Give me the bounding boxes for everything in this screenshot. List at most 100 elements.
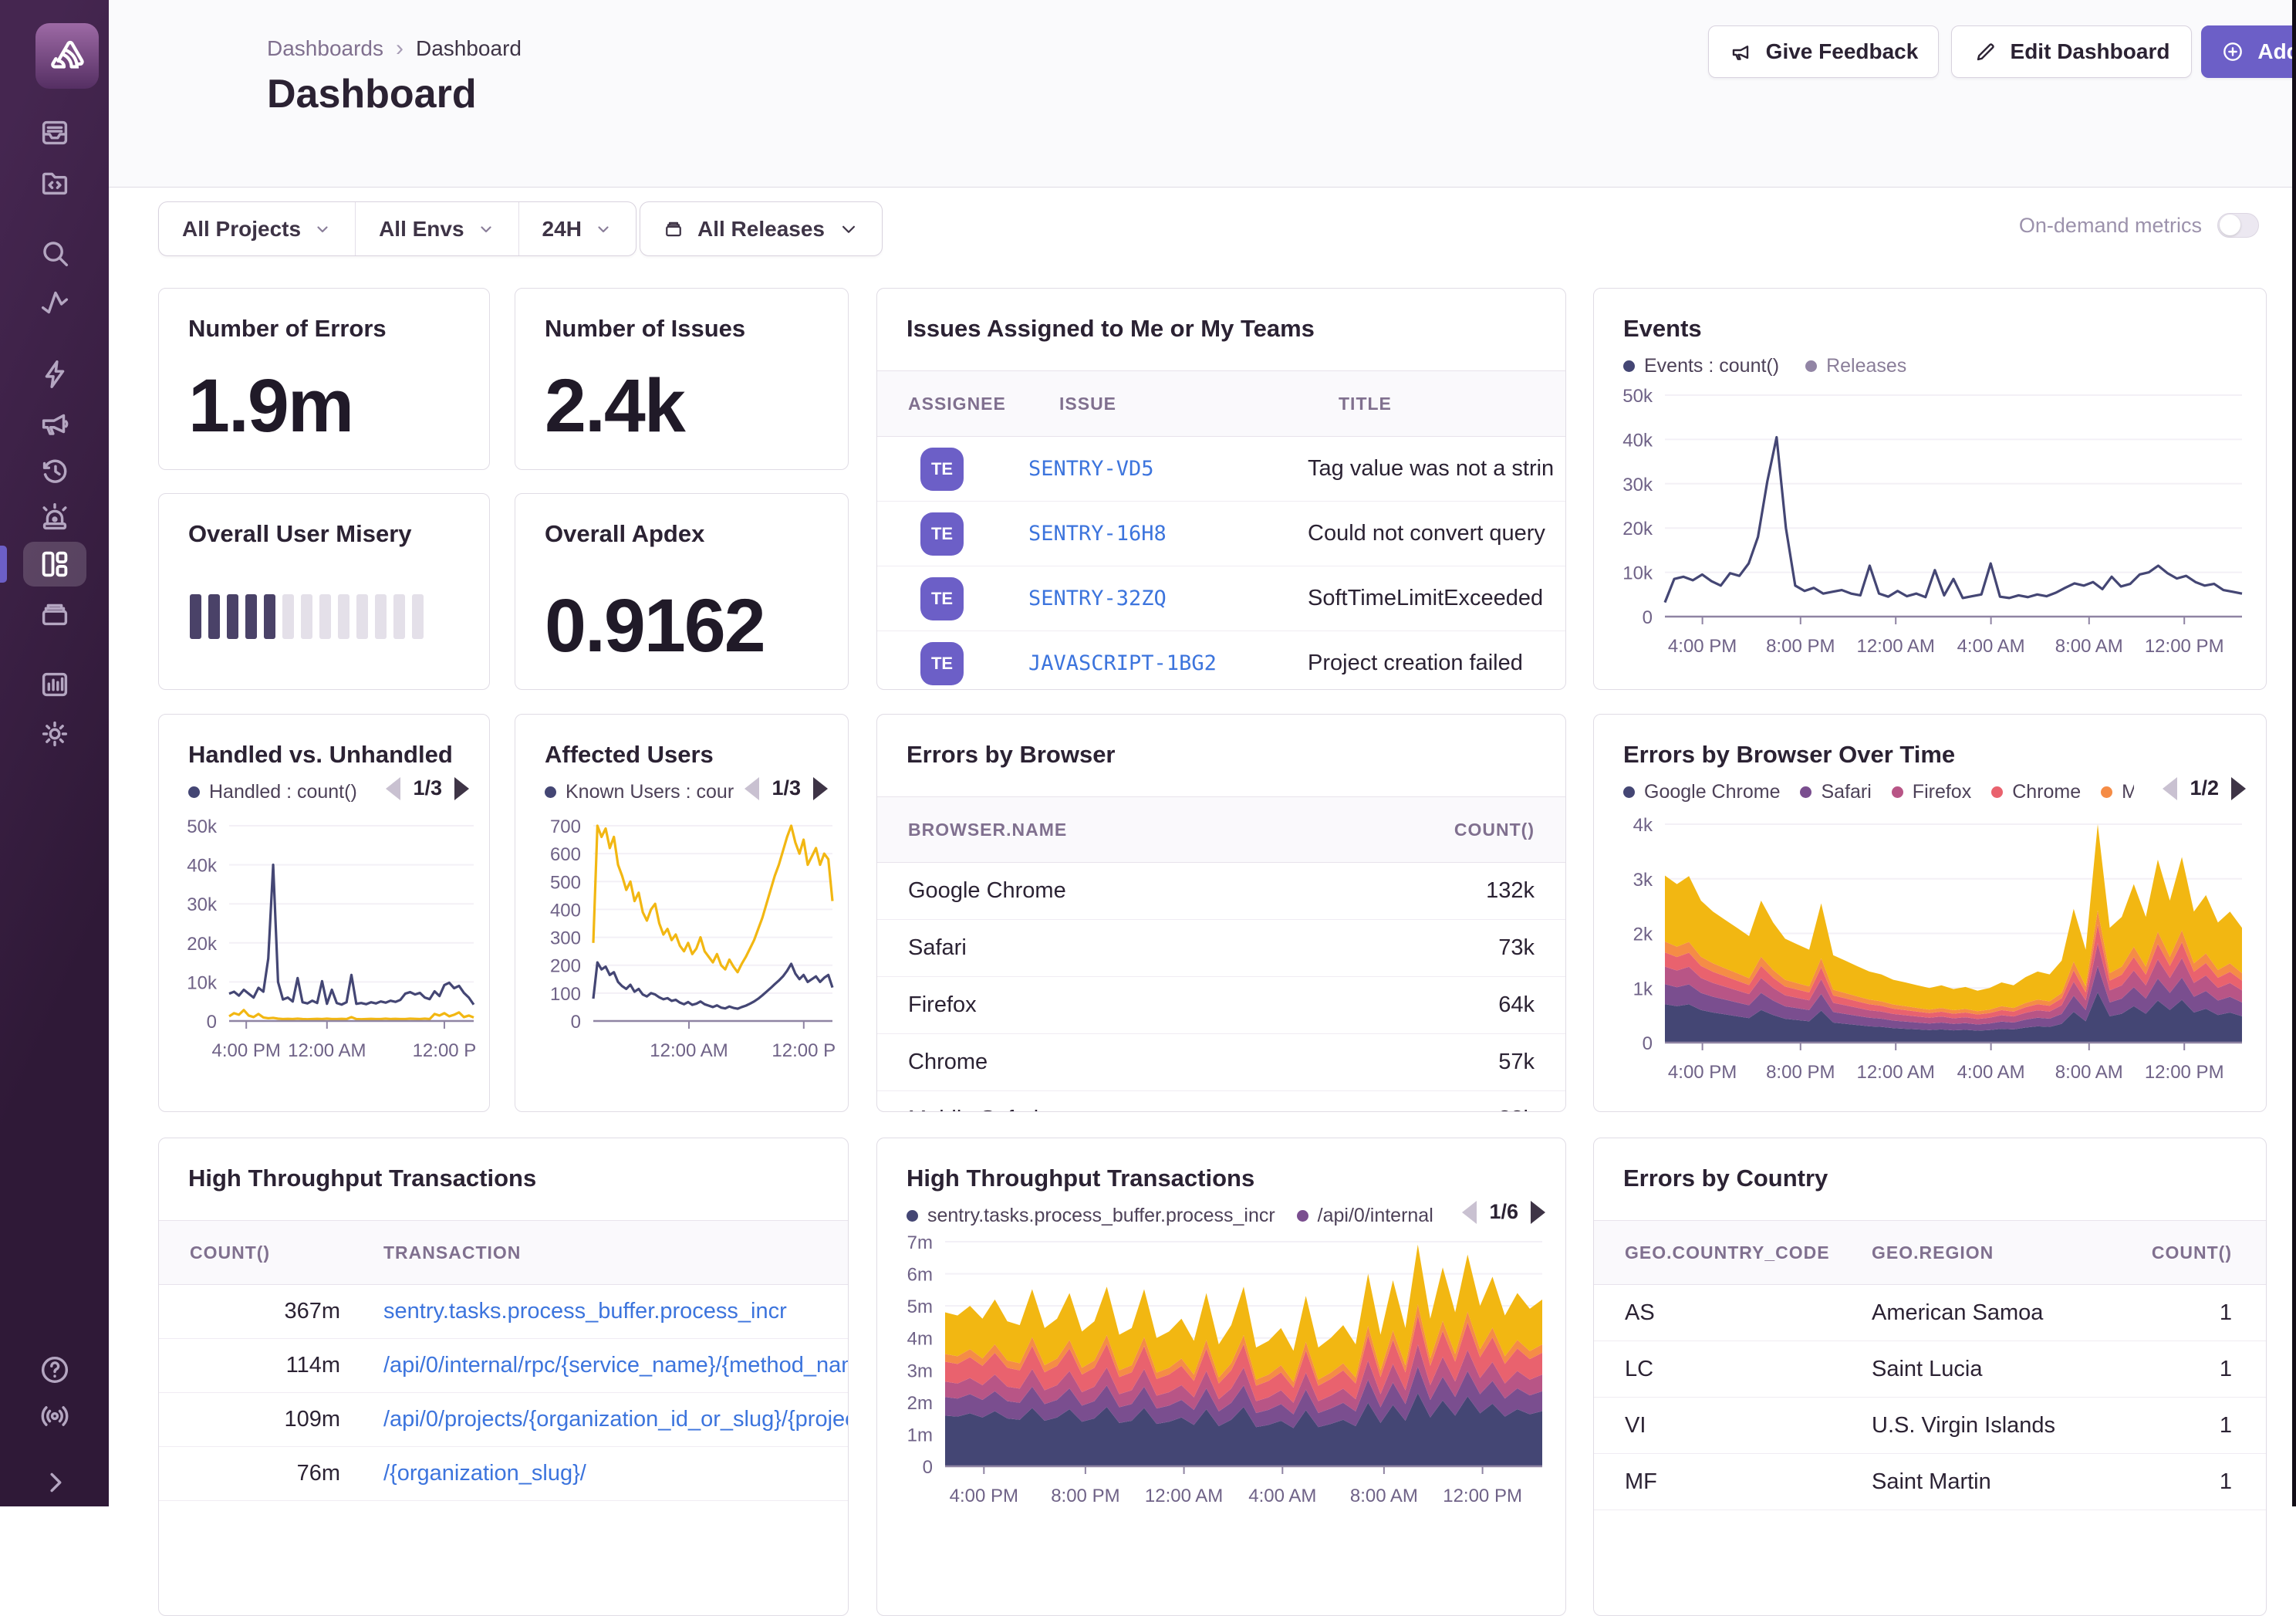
sidebar-item-projects[interactable] [36, 164, 73, 201]
pager-next-button[interactable] [1531, 1200, 1545, 1224]
svg-text:12:00 AM: 12:00 AM [1145, 1486, 1223, 1506]
issues-table: ASSIGNEE ISSUE TITLE TE SENTRY-VD5 Tag v… [877, 370, 1565, 689]
sidebar-item-whats-new[interactable] [36, 1398, 73, 1435]
pager-next-button[interactable] [813, 776, 828, 800]
breadcrumb-dashboards[interactable]: Dashboards [267, 36, 383, 60]
breadcrumb-current: Dashboard [415, 36, 522, 60]
sidebar-item-issues[interactable] [36, 114, 73, 151]
sidebar-item-feedback[interactable] [36, 404, 73, 441]
table-row[interactable]: Mobile Safari 33k [877, 1091, 1565, 1111]
pager-prev-button[interactable] [386, 776, 401, 800]
sidebar-collapse-button[interactable] [36, 1464, 73, 1501]
widget-high-throughput-chart[interactable]: High Throughput Transactions sentry.task… [876, 1138, 1566, 1616]
transaction-link[interactable]: sentry.tasks.process_buffer.process_incr [383, 1299, 787, 1324]
edit-dashboard-button[interactable]: Edit Dashboard [1951, 25, 2192, 78]
sidebar-item-settings[interactable] [36, 715, 73, 752]
chart-legend: Known Users : cour [515, 781, 739, 803]
issue-link[interactable]: SENTRY-32ZQ [1028, 587, 1167, 610]
widget-number-of-issues[interactable]: Number of Issues 2.4k [515, 288, 849, 470]
sidebar-item-search[interactable] [36, 235, 73, 272]
date-range-filter[interactable]: 24H [518, 202, 636, 255]
svg-text:2k: 2k [1633, 925, 1653, 945]
widget-errors-by-country[interactable]: Errors by Country GEO.COUNTRY_CODE GEO.R… [1593, 1138, 2267, 1616]
table-row[interactable]: VI U.S. Virgin Islands 1 [1594, 1398, 2266, 1454]
throughput-stacked-chart[interactable]: 0 1m 2m 3m 4m 5m 6m 7m 4:00 PM 8:00 PM 12:00 AM 4:0… [885, 1231, 1558, 1528]
widget-number-of-errors[interactable]: Number of Errors 1.9m [158, 288, 490, 470]
ondemand-metrics-toggle[interactable] [2217, 213, 2259, 238]
widget-handled-vs-unhandled[interactable]: Handled vs. Unhandled Handled : count() … [158, 714, 490, 1112]
table-row[interactable]: LC Saint Lucia 1 [1594, 1341, 2266, 1398]
svg-text:12:00 PM: 12:00 PM [2145, 1062, 2224, 1083]
issue-link[interactable]: SENTRY-16H8 [1028, 522, 1167, 546]
pager-next-button[interactable] [2231, 776, 2246, 800]
scrollbar-strip[interactable] [2292, 0, 2296, 1506]
table-row[interactable]: AS American Samoa 1 [1594, 1285, 2266, 1341]
errors-over-time-stacked-chart[interactable]: 0 1k 2k 3k 4k 4:00 PM 8:00 PM 12:00 AM 4:00 AM 8:… [1603, 813, 2259, 1103]
table-row[interactable]: 76m /{organization_slug}/ [159, 1447, 848, 1501]
issue-link[interactable]: SENTRY-VD5 [1028, 457, 1154, 481]
pager-prev-button[interactable] [745, 776, 760, 800]
affected-users-line-chart[interactable]: 0 100 200 300 400 500 600 700 12:00 AM 12:00 P [520, 815, 845, 1081]
country-count: 1 [2219, 1412, 2232, 1438]
table-row[interactable]: MF Saint Martin 1 [1594, 1454, 2266, 1510]
table-row[interactable]: Firefox 64k [877, 977, 1565, 1034]
pager-label: 1/6 [1489, 1200, 1518, 1223]
table-row[interactable]: Chrome 57k [877, 1034, 1565, 1091]
pager-next-button[interactable] [454, 776, 469, 800]
table-row[interactable]: TE JAVASCRIPT-1BG2 Project creation fail… [877, 631, 1565, 689]
project-filter[interactable]: All Projects [159, 202, 355, 255]
transaction-link[interactable]: /api/0/projects/{organization_id_or_slug… [383, 1407, 848, 1432]
widget-errors-by-browser-over-time[interactable]: Errors by Browser Over Time Google Chrom… [1593, 714, 2267, 1112]
svg-text:0: 0 [571, 1012, 581, 1033]
sidebar-item-quickstart[interactable] [36, 356, 73, 393]
widget-events-chart[interactable]: Events Events : count() Releases 0 10k 20k 3… [1593, 288, 2267, 690]
sidebar-item-alerts[interactable] [36, 499, 73, 536]
release-filter[interactable]: All Releases [640, 201, 883, 256]
events-line-chart[interactable]: 0 10k 20k 30k 40k 50k 4:00 PM 8:00 PM 12:00 AM 4:… [1603, 381, 2259, 678]
gear-icon [42, 721, 68, 747]
sidebar-item-stats[interactable] [36, 666, 73, 703]
pager-label: 1/2 [2190, 776, 2219, 800]
column-header-browser: BROWSER.NAME [908, 819, 1068, 840]
chart-legend: Events : count() Releases [1594, 355, 2266, 377]
add-widget-button[interactable]: Add Widget [2201, 25, 2296, 78]
svg-text:600: 600 [550, 844, 581, 865]
table-row[interactable]: 367m sentry.tasks.process_buffer.process… [159, 1285, 848, 1339]
widget-issues-assigned[interactable]: Issues Assigned to Me or My Teams ASSIGN… [876, 288, 1566, 690]
widget-overall-user-misery[interactable]: Overall User Misery [158, 493, 490, 690]
browser-count: 64k [1498, 992, 1535, 1017]
table-row[interactable]: 109m /api/0/projects/{organization_id_or… [159, 1393, 848, 1447]
sidebar-item-releases[interactable] [36, 596, 73, 633]
widget-errors-by-browser[interactable]: Errors by Browser BROWSER.NAME COUNT() G… [876, 714, 1566, 1112]
svg-text:12:00 AM: 12:00 AM [1856, 1062, 1934, 1083]
sidebar-item-dashboards[interactable] [23, 542, 86, 587]
svg-text:20k: 20k [187, 934, 218, 955]
give-feedback-button[interactable]: Give Feedback [1708, 25, 1939, 78]
sidebar-item-help[interactable] [36, 1351, 73, 1388]
release-filter-label: All Releases [697, 216, 825, 241]
handled-line-chart[interactable]: 0 10k 20k 30k 40k 50k 4:00 PM 12:00 AM 12:00 P [164, 815, 486, 1081]
issue-link[interactable]: JAVASCRIPT-1BG2 [1028, 651, 1217, 675]
toggle-knob [2220, 215, 2240, 235]
table-row[interactable]: Safari 73k [877, 920, 1565, 977]
transaction-link[interactable]: /{organization_slug}/ [383, 1461, 586, 1486]
transaction-link[interactable]: /api/0/internal/rpc/{service_name}/{meth… [383, 1353, 848, 1378]
assignee-avatar: TE [920, 576, 964, 620]
table-row[interactable]: Google Chrome 132k [877, 863, 1565, 920]
pager-prev-button[interactable] [2163, 776, 2178, 800]
widget-overall-apdex[interactable]: Overall Apdex 0.9162 [515, 493, 849, 690]
table-row[interactable]: TE SENTRY-32ZQ SoftTimeLimitExceeded [877, 566, 1565, 631]
widget-affected-users[interactable]: Affected Users Known Users : cour 1/3 0 1… [515, 714, 849, 1112]
widget-high-throughput-table[interactable]: High Throughput Transactions COUNT() TRA… [158, 1138, 849, 1616]
table-row[interactable]: 114m /api/0/internal/rpc/{service_name}/… [159, 1339, 848, 1393]
table-row[interactable]: TE SENTRY-VD5 Tag value was not a strin [877, 437, 1565, 502]
sidebar-item-history[interactable] [36, 453, 73, 490]
pager-prev-button[interactable] [1462, 1200, 1477, 1224]
traces-icon [41, 291, 69, 314]
table-row[interactable]: TE SENTRY-16H8 Could not convert query [877, 502, 1565, 566]
sentry-logo-button[interactable] [35, 23, 99, 89]
country-region: Saint Martin [1872, 1469, 1991, 1494]
environment-filter[interactable]: All Envs [355, 202, 518, 255]
page-filter-group: All Projects All Envs 24H [158, 201, 636, 256]
sidebar-item-traces[interactable] [36, 284, 73, 321]
